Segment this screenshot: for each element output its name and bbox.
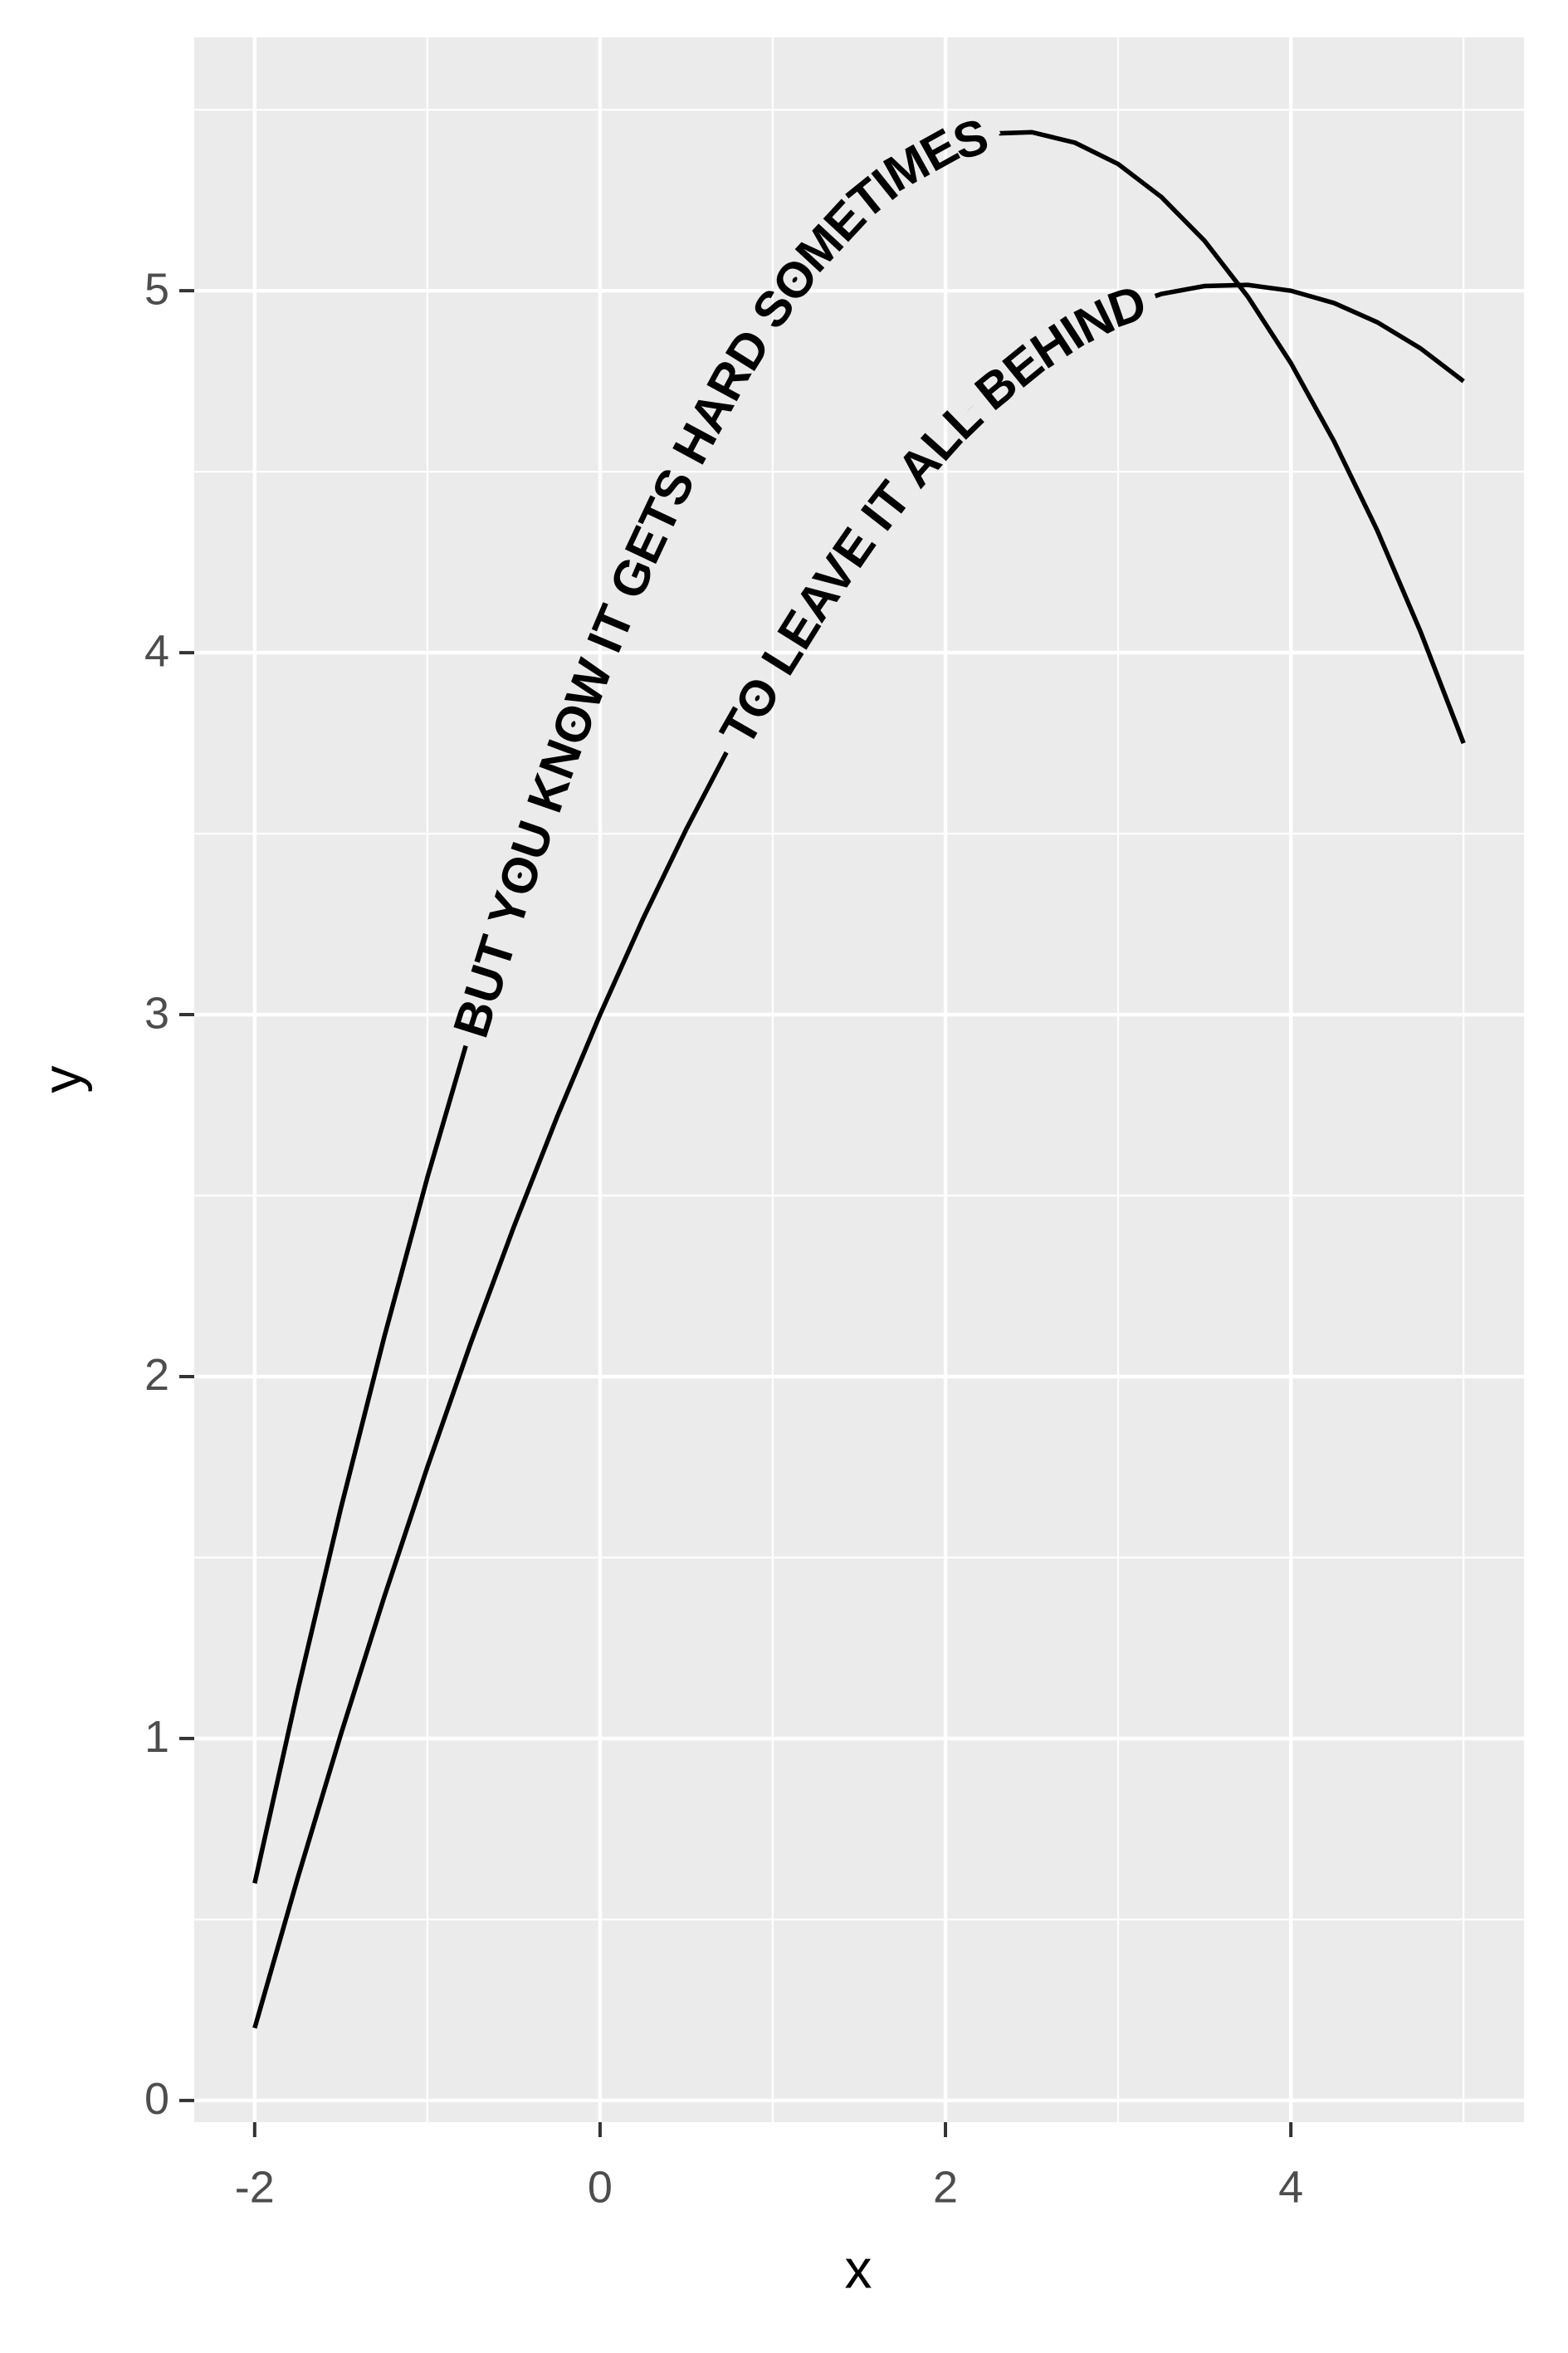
x-tick-label: 4 <box>1278 2162 1303 2212</box>
y-tick-label: 5 <box>144 264 169 314</box>
x-tick-label: 2 <box>933 2162 958 2212</box>
x-axis-title: x <box>845 2238 872 2299</box>
y-tick-label: 1 <box>144 1712 169 1762</box>
y-tick-label: 3 <box>144 988 169 1038</box>
y-axis-title: y <box>31 1066 92 1093</box>
y-tick-label: 4 <box>144 626 169 676</box>
x-tick-label: -2 <box>235 2162 275 2212</box>
y-tick-label: 2 <box>144 1350 169 1400</box>
line <box>252 282 1465 2029</box>
y-tick-label: 0 <box>144 2074 169 2124</box>
x-tick-label: 0 <box>588 2162 613 2212</box>
panel <box>194 37 1524 2122</box>
line <box>252 130 1466 1884</box>
